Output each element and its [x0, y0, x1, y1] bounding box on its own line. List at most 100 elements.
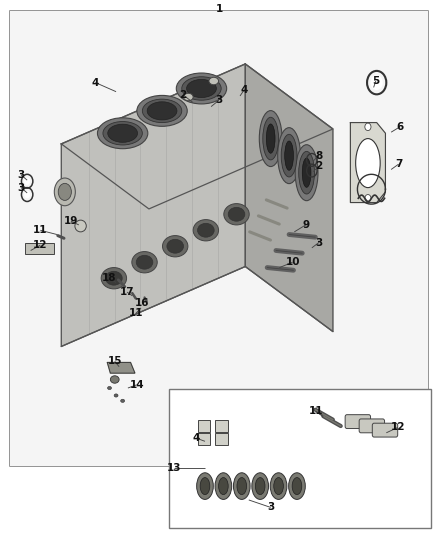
Ellipse shape — [285, 141, 293, 171]
Ellipse shape — [142, 99, 182, 123]
Text: 9: 9 — [302, 220, 309, 230]
Text: 3: 3 — [267, 503, 274, 512]
Text: 7: 7 — [395, 159, 402, 169]
Text: 11: 11 — [33, 225, 48, 235]
Ellipse shape — [209, 77, 219, 85]
Ellipse shape — [255, 478, 265, 495]
Text: 6: 6 — [396, 122, 403, 132]
Ellipse shape — [114, 394, 118, 397]
Bar — [198, 420, 210, 432]
Text: 17: 17 — [120, 287, 134, 297]
Ellipse shape — [106, 271, 122, 285]
Text: 13: 13 — [167, 463, 182, 473]
Ellipse shape — [266, 124, 275, 154]
Text: 12: 12 — [33, 240, 48, 250]
Ellipse shape — [182, 77, 221, 100]
Text: 4: 4 — [241, 85, 248, 94]
Text: 12: 12 — [390, 423, 405, 432]
Text: 5: 5 — [372, 76, 379, 86]
Ellipse shape — [101, 268, 127, 289]
Ellipse shape — [176, 73, 227, 104]
Ellipse shape — [270, 473, 287, 499]
Ellipse shape — [200, 478, 210, 495]
Ellipse shape — [197, 473, 213, 499]
Text: 11: 11 — [128, 309, 143, 318]
Bar — [10, 11, 428, 466]
Ellipse shape — [365, 123, 371, 131]
FancyBboxPatch shape — [345, 415, 371, 429]
Ellipse shape — [263, 117, 279, 160]
Text: 4: 4 — [92, 78, 99, 87]
FancyBboxPatch shape — [359, 419, 385, 433]
Ellipse shape — [259, 110, 282, 166]
Polygon shape — [350, 123, 385, 203]
Ellipse shape — [24, 191, 30, 198]
Text: 3: 3 — [215, 95, 223, 105]
Text: 8: 8 — [315, 151, 322, 160]
Ellipse shape — [108, 124, 138, 142]
Bar — [215, 420, 228, 432]
Text: 2: 2 — [180, 90, 187, 100]
Text: 3: 3 — [315, 238, 322, 247]
Ellipse shape — [365, 195, 371, 202]
Ellipse shape — [274, 478, 283, 495]
Ellipse shape — [215, 473, 232, 499]
Bar — [198, 433, 210, 445]
Ellipse shape — [198, 223, 214, 237]
Ellipse shape — [54, 178, 75, 206]
Ellipse shape — [167, 239, 184, 253]
Ellipse shape — [136, 255, 153, 269]
Ellipse shape — [295, 144, 318, 200]
Ellipse shape — [292, 478, 302, 495]
FancyBboxPatch shape — [372, 423, 398, 437]
Ellipse shape — [58, 183, 71, 200]
Ellipse shape — [103, 122, 142, 145]
Ellipse shape — [224, 204, 249, 225]
Ellipse shape — [371, 75, 383, 90]
Text: 3: 3 — [18, 183, 25, 192]
Ellipse shape — [97, 118, 148, 149]
Text: 2: 2 — [315, 161, 322, 171]
Ellipse shape — [132, 252, 157, 273]
Bar — [10, 11, 428, 466]
Text: 18: 18 — [101, 273, 116, 283]
Ellipse shape — [289, 473, 305, 499]
Ellipse shape — [110, 376, 119, 383]
Text: 14: 14 — [129, 380, 144, 390]
Text: 16: 16 — [135, 298, 150, 308]
Ellipse shape — [281, 134, 297, 177]
Ellipse shape — [75, 220, 86, 232]
Ellipse shape — [233, 473, 250, 499]
Bar — [169, 389, 431, 528]
Ellipse shape — [107, 386, 111, 390]
Ellipse shape — [24, 177, 30, 185]
Ellipse shape — [252, 473, 268, 499]
Bar — [215, 433, 228, 445]
Ellipse shape — [184, 93, 193, 101]
Text: 10: 10 — [285, 257, 300, 267]
Ellipse shape — [187, 79, 216, 98]
Text: 19: 19 — [64, 216, 78, 226]
Polygon shape — [61, 64, 245, 346]
Text: 11: 11 — [309, 407, 324, 416]
Ellipse shape — [299, 151, 314, 194]
Polygon shape — [245, 64, 333, 332]
Polygon shape — [61, 64, 333, 209]
Ellipse shape — [228, 207, 245, 221]
Text: 4: 4 — [193, 433, 200, 443]
Text: 15: 15 — [107, 357, 122, 366]
Ellipse shape — [137, 95, 187, 126]
Ellipse shape — [356, 139, 380, 188]
Polygon shape — [107, 362, 135, 373]
Text: 3: 3 — [18, 170, 25, 180]
Ellipse shape — [237, 478, 247, 495]
Text: 1: 1 — [215, 4, 223, 14]
Ellipse shape — [219, 478, 228, 495]
Bar — [25, 243, 54, 254]
Ellipse shape — [121, 399, 125, 402]
Ellipse shape — [162, 236, 188, 257]
Ellipse shape — [302, 158, 311, 187]
Ellipse shape — [193, 220, 219, 241]
Ellipse shape — [278, 128, 300, 183]
Ellipse shape — [147, 102, 177, 120]
